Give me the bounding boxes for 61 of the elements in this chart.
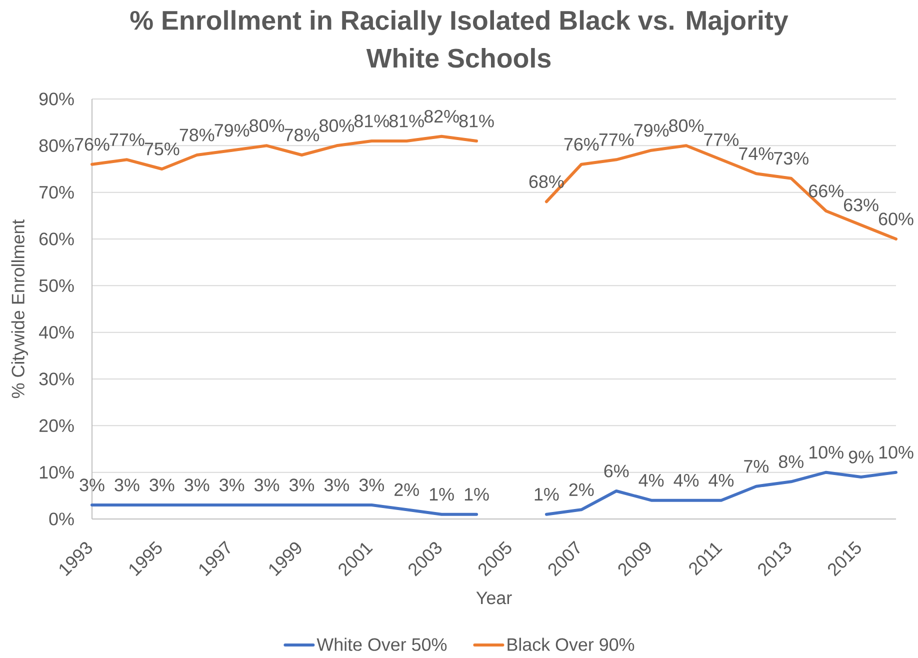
- data-label: 4%: [674, 474, 699, 487]
- data-label: 4%: [708, 474, 734, 487]
- data-label: 75%: [144, 142, 180, 156]
- data-label: 3%: [150, 478, 174, 492]
- y-tick-label: 20%: [39, 419, 74, 432]
- data-label: 3%: [184, 478, 210, 492]
- y-tick-label: 50%: [39, 279, 74, 292]
- y-tick-label: 80%: [39, 139, 74, 152]
- y-tick-label: 40%: [38, 326, 74, 339]
- data-label: 3%: [324, 478, 350, 492]
- data-label: 80%: [320, 119, 354, 132]
- data-label: 68%: [529, 175, 564, 188]
- data-label: 6%: [604, 464, 629, 478]
- data-label: 80%: [250, 119, 284, 132]
- data-label: 76%: [74, 138, 110, 151]
- data-label: 1%: [464, 488, 489, 501]
- data-label: 81%: [459, 114, 494, 128]
- data-label: 8%: [778, 455, 804, 468]
- y-tick-label: 10%: [40, 466, 74, 479]
- y-tick-label: 90%: [39, 92, 74, 106]
- chart-title: % Enrollment in Racially Isolated Black vs. Majority White Schools: [130, 10, 788, 68]
- legend-label: Black Over 90%: [508, 638, 634, 651]
- data-label: 7%: [744, 460, 769, 473]
- y-tick-label: 0%: [49, 512, 74, 526]
- data-label: 74%: [739, 147, 774, 160]
- data-label: 63%: [844, 198, 878, 212]
- data-label: 3%: [254, 478, 280, 492]
- data-label: 2%: [394, 483, 419, 496]
- data-label: 9%: [848, 450, 874, 464]
- data-label: 3%: [289, 478, 314, 492]
- data-label: 3%: [220, 478, 244, 492]
- data-label: 79%: [214, 124, 250, 137]
- y-tick-label: 30%: [39, 372, 74, 386]
- data-label: 3%: [359, 478, 384, 492]
- data-label: 77%: [704, 133, 739, 146]
- data-label: 3%: [114, 478, 140, 492]
- data-label: 60%: [878, 212, 914, 226]
- data-label: 10%: [879, 446, 914, 459]
- data-label: 81%: [389, 114, 424, 128]
- y-tick-label: 70%: [40, 186, 74, 199]
- data-label: 1%: [430, 488, 454, 501]
- data-label: 81%: [354, 114, 389, 128]
- data-label: 10%: [810, 446, 844, 459]
- data-label: 77%: [110, 133, 144, 146]
- data-label: 82%: [424, 110, 459, 123]
- x-axis-title: Year: [476, 592, 512, 604]
- data-label: 4%: [638, 474, 664, 487]
- data-label: 66%: [809, 184, 844, 198]
- y-axis-title: % Citywide Enrollment: [11, 219, 28, 398]
- data-label: 78%: [180, 128, 214, 142]
- data-label: 76%: [564, 138, 599, 151]
- data-label: 80%: [669, 119, 704, 132]
- data-label: 3%: [80, 478, 104, 492]
- data-label: 79%: [634, 124, 669, 137]
- data-label: 2%: [569, 483, 594, 496]
- data-label: 78%: [284, 128, 320, 142]
- data-label: 73%: [774, 152, 808, 165]
- y-tick-label: 60%: [39, 232, 74, 246]
- data-label: 77%: [599, 133, 634, 146]
- data-label: 1%: [534, 488, 559, 501]
- legend-label: White Over 50%: [316, 638, 447, 651]
